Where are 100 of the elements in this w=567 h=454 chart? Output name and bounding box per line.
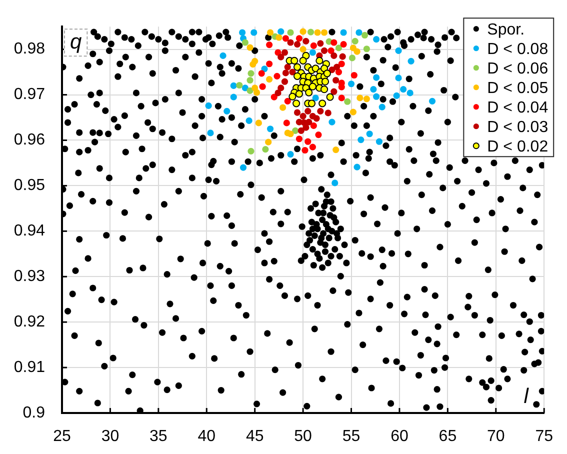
- point: [295, 90, 303, 98]
- point: [316, 56, 324, 64]
- point: [354, 164, 360, 170]
- point: [278, 54, 284, 60]
- point: [315, 131, 322, 138]
- point: [292, 127, 299, 134]
- y-axis-title: q: [70, 30, 82, 54]
- point: [376, 138, 383, 145]
- point: [265, 138, 272, 146]
- point: [302, 38, 310, 44]
- point: [350, 72, 358, 79]
- point: [239, 29, 246, 36]
- point: [428, 98, 436, 104]
- point: [270, 94, 278, 100]
- point: [338, 84, 345, 90]
- y-tick-label: 0.93: [14, 268, 46, 286]
- point: [282, 70, 289, 76]
- x-tick-label: 75: [535, 428, 554, 446]
- point: [366, 130, 373, 138]
- point: [281, 78, 288, 85]
- point: [313, 115, 320, 122]
- point: [363, 46, 370, 52]
- point: [259, 83, 266, 90]
- point: [373, 36, 380, 43]
- point: [288, 92, 296, 100]
- point: [307, 28, 314, 36]
- x-tick-label: 40: [198, 428, 216, 446]
- point: [320, 47, 328, 54]
- point: [310, 122, 317, 129]
- legend-label: D < 0.08: [487, 40, 548, 58]
- point: [246, 87, 254, 94]
- point: [330, 52, 338, 59]
- y-tick-label: 0.92: [14, 313, 46, 330]
- point: [309, 49, 316, 56]
- point: [250, 61, 256, 68]
- point: [276, 34, 282, 41]
- legend-label: D < 0.02: [487, 138, 548, 156]
- point: [328, 66, 336, 74]
- y-tick-label: 0.98: [14, 40, 46, 58]
- point: [283, 120, 290, 126]
- point: [309, 144, 316, 150]
- point: [352, 38, 358, 44]
- point: [361, 32, 368, 39]
- legend-label: Spor.: [487, 21, 525, 38]
- point: [334, 64, 340, 70]
- point: [338, 94, 345, 102]
- point: [207, 130, 214, 136]
- point: [294, 41, 301, 48]
- point: [289, 68, 296, 76]
- x-tick-label: 65: [438, 428, 457, 446]
- point: [302, 124, 310, 131]
- point: [220, 52, 226, 59]
- point: [310, 42, 317, 49]
- point: [306, 118, 312, 126]
- point: [321, 78, 330, 86]
- point: [323, 70, 331, 78]
- legend-label: D < 0.06: [487, 60, 548, 78]
- point: [274, 90, 282, 96]
- point: [363, 96, 370, 102]
- point: [308, 100, 316, 108]
- point: [318, 100, 326, 108]
- point: [300, 112, 306, 120]
- point: [332, 180, 338, 186]
- point: [348, 54, 356, 62]
- point: [395, 47, 402, 54]
- point: [258, 70, 265, 77]
- point: [338, 60, 345, 68]
- point: [287, 39, 294, 46]
- point: [266, 41, 273, 48]
- point: [340, 29, 347, 36]
- point: [300, 28, 306, 35]
- x-axis-title: l: [524, 385, 530, 408]
- point: [408, 58, 414, 64]
- point: [296, 35, 302, 42]
- y-tick-label: 0.9: [22, 404, 46, 422]
- point: [248, 70, 254, 77]
- legend-label: D < 0.04: [487, 99, 548, 116]
- point: [240, 164, 247, 171]
- legend-label: D < 0.05: [487, 80, 548, 97]
- x-tick-label: 25: [53, 428, 71, 446]
- y-tick-label: 0.94: [14, 222, 46, 240]
- y-tick-label: 0.91: [14, 358, 46, 376]
- point: [320, 29, 328, 36]
- point: [356, 29, 362, 36]
- point: [356, 94, 364, 102]
- point: [255, 120, 262, 126]
- point: [287, 151, 294, 158]
- point: [266, 60, 273, 68]
- point: [328, 118, 336, 126]
- point: [339, 53, 346, 60]
- point: [302, 146, 308, 154]
- point: [370, 86, 377, 93]
- point: [290, 56, 298, 64]
- point: [278, 84, 284, 92]
- point: [248, 148, 254, 154]
- point: [230, 94, 237, 100]
- point: [406, 90, 414, 96]
- point: [298, 127, 304, 134]
- point: [266, 29, 274, 36]
- point: [335, 44, 342, 52]
